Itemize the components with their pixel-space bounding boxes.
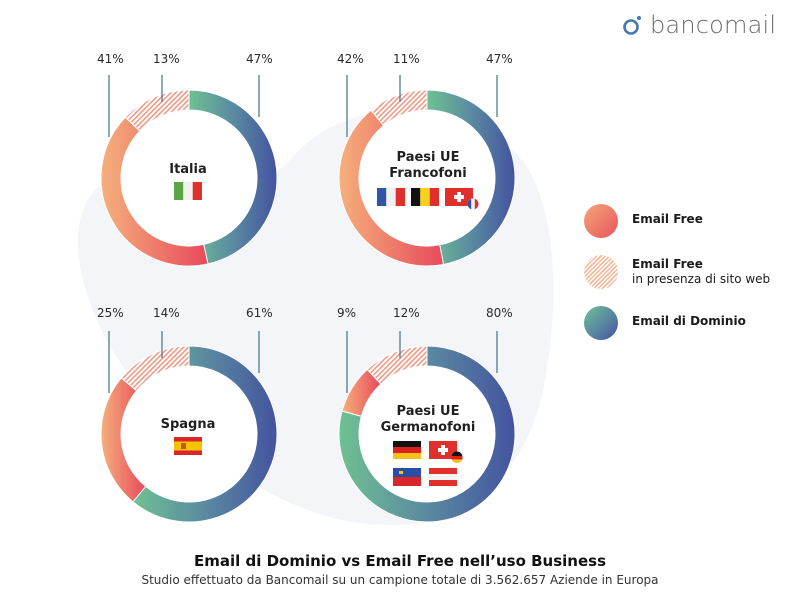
chart-title: Email di Dominio vs Email Free nell’uso … [193,552,607,570]
pct-email-domain: 80% [486,306,513,320]
flag-belgium-icon [411,188,439,206]
bancomail-logo-icon [623,16,641,35]
legend-label: Email Free [632,257,703,271]
brand-name: bancomail [650,11,777,39]
donut-italia [100,74,278,267]
segment-email-free-site [370,89,428,127]
segment-email-free-site [120,345,190,392]
legend-swatch-email-free [584,204,618,238]
donut-label-italia: Italia [138,162,238,200]
pct-email-free: 42% [337,52,364,66]
legend-swatch-email-domain [584,306,618,340]
flag-germany-icon [393,441,421,459]
donut-title-line1: Paesi UE [396,150,460,165]
legend-label: Email di Dominio [632,314,746,328]
segment-email-free-site [124,89,190,132]
pct-email-domain: 61% [246,306,273,320]
flag-liechtenstein-icon [393,468,421,486]
chart-subtitle: Studio effettuato da Bancomail su un cam… [141,573,659,587]
pct-email-free-site: 11% [393,52,420,66]
legend-item-email-domain: Email di Dominio [584,306,746,340]
pct-email-domain: 47% [486,52,513,66]
legend-label: Email Free [632,212,703,226]
legend-item-email-free-site: Email Free in presenza di sito web [584,255,770,289]
pct-email-free: 9% [337,306,357,320]
segment-email-domain [338,345,516,523]
flag-france-icon [377,188,405,206]
donut-spagna [100,330,278,523]
pct-email-domain: 47% [246,52,273,66]
flag-austria-icon [429,468,457,486]
legend-swatch-email-free-site [584,255,618,289]
flag-spain-icon [174,437,202,455]
donut-title: Italia [169,162,207,177]
segment-email-free-site [366,345,428,385]
donut-paesi-ue-francofoni [338,74,516,267]
legend-sublabel: in presenza di sito web [632,272,771,286]
pct-email-free-site: 14% [153,306,180,320]
pct-email-free-site: 12% [393,306,420,320]
pct-email-free: 25% [97,306,124,320]
flag-switzerland-fr-icon [445,188,479,210]
segment-email-domain [132,345,278,523]
pct-email-free-site: 13% [153,52,180,66]
donut-label-francofoni: Paesi UE Francofoni [368,150,488,210]
donut-title-line1: Paesi UE [396,404,460,419]
donut-title-line2: Germanofoni [380,420,476,435]
flag-italy-icon [174,182,202,200]
brand-logo: bancomail [622,10,776,40]
donut-title: Spagna [160,417,216,432]
donut-label-spagna: Spagna [138,417,238,455]
donut-label-germanofoni: Paesi UE Germanofoni [368,404,488,486]
pct-email-free: 41% [97,52,124,66]
flag-switzerland-de-icon [429,441,463,463]
donut-title-line2: Francofoni [389,166,467,181]
legend-item-email-free: Email Free [584,204,703,238]
